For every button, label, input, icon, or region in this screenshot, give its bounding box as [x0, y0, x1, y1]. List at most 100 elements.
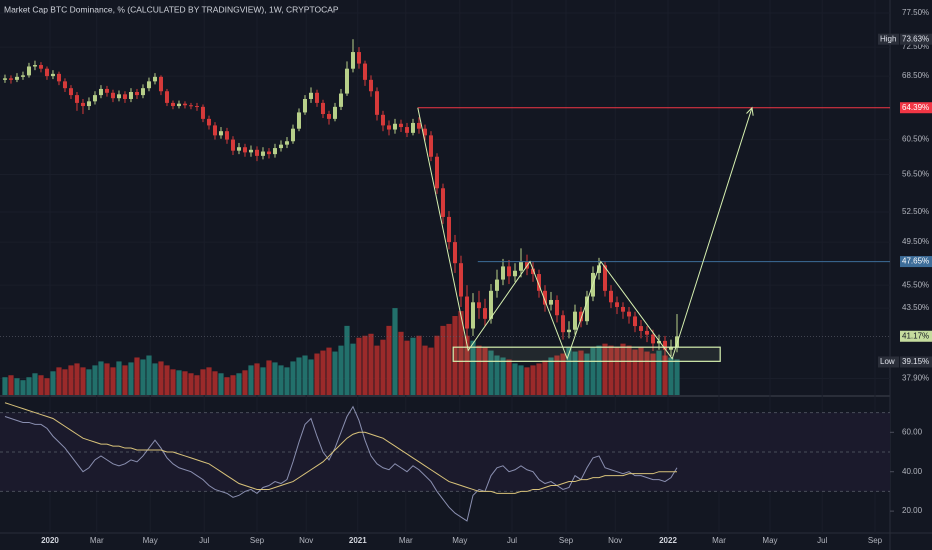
x-tick-label: Mar	[399, 536, 413, 545]
volume-bar	[464, 335, 470, 395]
volume-bar	[56, 367, 62, 395]
volume-bar	[530, 365, 536, 395]
volume-bar	[662, 355, 668, 395]
volume-bar	[176, 370, 182, 395]
candle-body	[266, 151, 271, 155]
candle-body	[236, 147, 241, 151]
x-tick-label: Mar	[90, 536, 104, 545]
y-tick-label: 68.50%	[902, 71, 929, 80]
candle-body	[146, 81, 151, 89]
candle-body	[386, 125, 391, 130]
volume-bar	[2, 377, 8, 395]
price-label-box	[900, 330, 932, 342]
candle-body	[464, 296, 469, 329]
volume-bar	[470, 340, 476, 395]
candle-body	[8, 78, 13, 80]
candle-body	[362, 63, 367, 80]
candle-body	[230, 139, 235, 151]
volume-bar	[380, 339, 386, 395]
candle-body	[92, 95, 97, 102]
volume-bar	[542, 360, 548, 395]
x-tick-label: Sep	[559, 536, 574, 545]
candle-body	[416, 122, 421, 129]
y-tick-label: 56.50%	[902, 170, 929, 179]
volume-bar	[560, 353, 566, 395]
rsi-tick-label: 60.00	[902, 427, 923, 436]
pattern-line	[417, 107, 753, 361]
volume-bar	[194, 375, 200, 395]
candle-body	[422, 128, 427, 136]
candle-body	[110, 92, 115, 99]
candle-body	[542, 290, 547, 305]
x-tick-label: Jul	[507, 536, 517, 545]
candle-body	[548, 299, 553, 305]
candle-body	[104, 88, 109, 93]
x-tick-label: Mar	[712, 536, 726, 545]
y-tick-label: 43.50%	[902, 303, 929, 312]
volume-bar	[524, 367, 530, 395]
volume-bar	[356, 337, 362, 395]
volume-bar	[572, 351, 578, 395]
candle-body	[98, 88, 103, 96]
volume-bar	[164, 365, 170, 395]
x-tick-label: Jul	[199, 536, 209, 545]
volume-bar	[554, 355, 560, 395]
volume-bar	[626, 345, 632, 395]
volume-bar	[308, 359, 314, 395]
x-tick-label: Nov	[299, 536, 313, 545]
price-tag: High	[880, 34, 896, 43]
candle-body	[350, 52, 355, 69]
candle-body	[668, 347, 673, 350]
y-tick-label: 52.50%	[902, 207, 929, 216]
volume-bar	[92, 365, 98, 395]
volume-bar	[296, 357, 302, 395]
volume-bar	[128, 362, 134, 395]
volume-bar	[188, 373, 194, 395]
volume-bar	[230, 375, 236, 395]
rsi-line	[4, 405, 678, 522]
candle-body	[116, 94, 121, 99]
pattern-arrowhead	[746, 106, 754, 116]
candle-body	[2, 78, 7, 80]
candle-body	[476, 302, 481, 309]
candle-body	[278, 144, 283, 149]
candle-body	[656, 340, 661, 344]
volume-bar	[512, 363, 518, 395]
volume-bar	[86, 369, 92, 395]
candle-body	[326, 114, 331, 119]
volume-bar	[644, 351, 650, 395]
volume-bar	[32, 373, 38, 395]
volume-bar	[428, 347, 434, 395]
candle-body	[200, 106, 205, 119]
volume-bar	[122, 365, 128, 395]
price-label-box	[900, 33, 932, 45]
candle-body	[56, 73, 61, 82]
volume-bar	[284, 367, 290, 395]
x-tick-label: 2021	[349, 536, 367, 545]
volume-bar	[44, 378, 50, 395]
candle-body	[338, 93, 343, 107]
candle-body	[80, 102, 85, 107]
candle-body	[152, 76, 157, 82]
candle-body	[272, 148, 277, 155]
candle-body	[14, 76, 19, 80]
volume-bar	[632, 349, 638, 395]
candle-body	[320, 102, 325, 115]
candle-body	[500, 266, 505, 280]
candle-body	[248, 149, 253, 153]
candle-body	[314, 92, 319, 103]
price-tag: Low	[880, 357, 895, 366]
candle-body	[674, 336, 679, 348]
candle-body	[158, 76, 163, 92]
price-tag-box	[878, 33, 899, 45]
rsi-ma-line	[4, 402, 677, 494]
volume-bar	[434, 335, 440, 395]
candle-body	[458, 263, 463, 297]
candle-body	[428, 135, 433, 157]
volume-bar	[278, 365, 284, 395]
volume-bar	[458, 311, 464, 395]
volume-bar	[80, 367, 86, 395]
candle-body	[302, 98, 307, 113]
volume-bar	[314, 353, 320, 395]
